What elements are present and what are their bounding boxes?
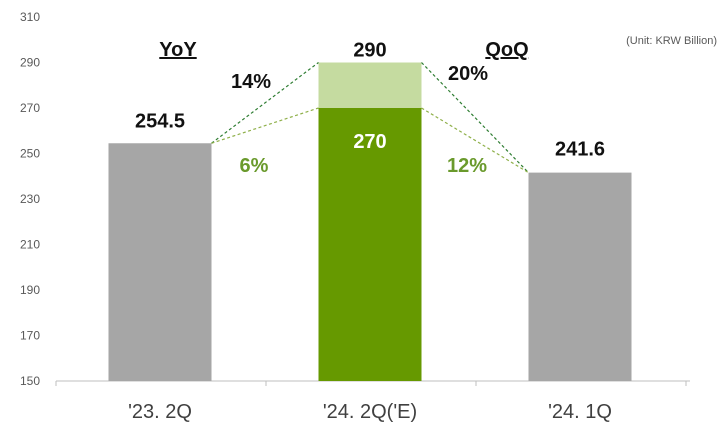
y-tick-label: 190	[20, 283, 40, 297]
qoq-title: QoQ	[485, 39, 528, 61]
bar-2024-2q-high	[318, 62, 422, 108]
bar-2024-1q	[528, 172, 632, 381]
y-tick-label: 150	[20, 374, 40, 388]
qoq-high-pct: 20%	[448, 63, 488, 85]
qoq-low-connector	[421, 107, 529, 174]
y-axis: 150 170 190 210 230 250 270 290 310	[20, 10, 40, 388]
x-category-label: '23. 2Q	[128, 401, 192, 423]
yoy-high-connector	[211, 62, 319, 144]
bar-value-label: 270	[353, 131, 386, 153]
qoq-low-pct: 12%	[447, 155, 487, 177]
bar-value-label: 254.5	[135, 110, 185, 132]
x-category-label: '24. 1Q	[548, 401, 612, 423]
bar-2024-2q-low	[318, 108, 422, 381]
labels: (Unit: KRW Billion) YoY QoQ 14% 6% 20% 1…	[135, 35, 717, 177]
unit-label: (Unit: KRW Billion)	[626, 35, 717, 47]
bars	[108, 62, 632, 381]
y-tick-label: 250	[20, 147, 40, 161]
comparison-connectors	[211, 62, 529, 174]
y-tick-label: 230	[20, 192, 40, 206]
bar-2023-2q	[108, 143, 212, 381]
y-tick-label: 170	[20, 329, 40, 343]
x-category-label: '24. 2Q('E)	[323, 401, 417, 423]
qoq-high-connector	[421, 62, 529, 174]
y-tick-label: 210	[20, 238, 40, 252]
yoy-high-pct: 14%	[231, 71, 271, 93]
bar-value-label: 290	[353, 40, 386, 62]
yoy-low-connector	[211, 107, 319, 144]
x-axis-ticks: '23. 2Q '24. 2Q('E) '24. 1Q	[55, 381, 687, 423]
y-tick-label: 270	[20, 101, 40, 115]
yoy-title: YoY	[159, 39, 197, 61]
bar-value-label: 241.6	[555, 139, 605, 161]
y-tick-label: 310	[20, 10, 40, 24]
y-tick-label: 290	[20, 56, 40, 70]
yoy-low-pct: 6%	[240, 155, 269, 177]
